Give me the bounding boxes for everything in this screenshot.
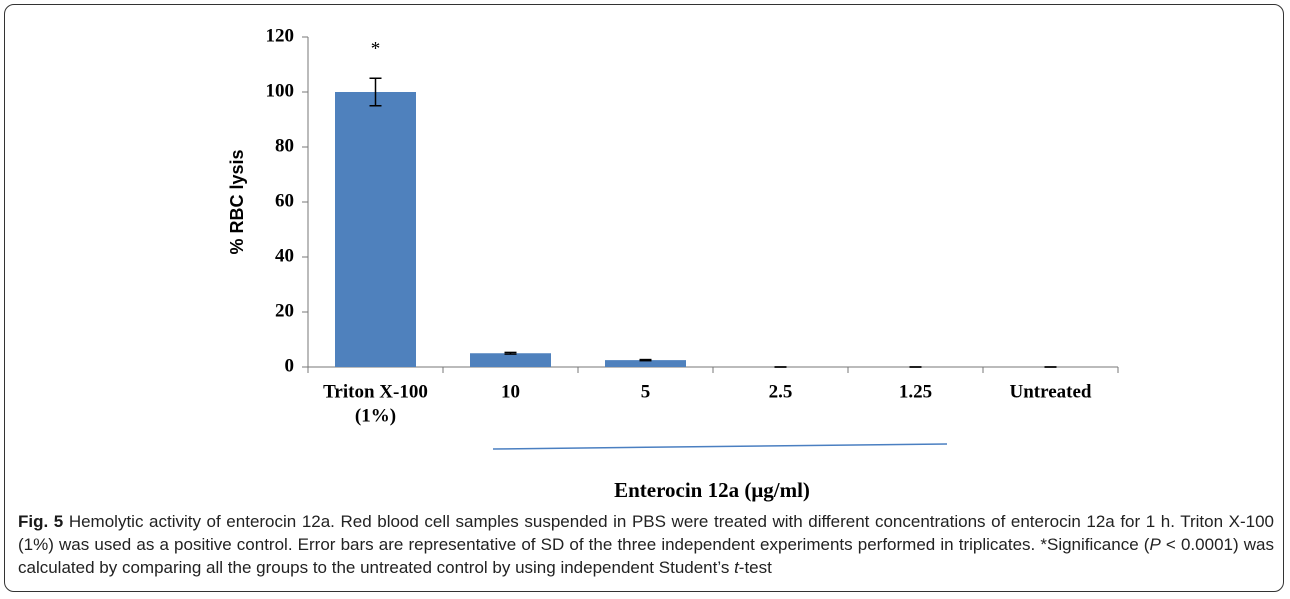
x-tick-label: 1.25 <box>899 381 932 402</box>
bracket-line <box>492 443 948 450</box>
bar <box>335 92 416 367</box>
annotation: * <box>371 39 381 60</box>
y-tick-label: 0 <box>285 355 295 376</box>
caption-text: Hemolytic activity of enterocin 12a. Red… <box>18 512 1274 554</box>
y-tick-label: 20 <box>275 300 294 321</box>
y-tick-label: 80 <box>275 135 294 156</box>
y-axis-label: % RBC lysis <box>227 149 247 254</box>
x-axis-label: Enterocin 12a (μg/ml) <box>614 478 810 502</box>
caption-label: Fig. 5 <box>18 512 64 531</box>
x-tick-label: 5 <box>641 381 651 402</box>
y-tick-label: 120 <box>266 25 295 46</box>
caption-text: t <box>734 558 739 577</box>
y-tick-label: 60 <box>275 190 294 211</box>
x-tick-label: (1%) <box>355 405 396 426</box>
x-tick-label: 10 <box>501 381 520 402</box>
bar <box>605 360 686 367</box>
chart: % RBC lysis Enterocin 12a (μg/ml) 0 20 40 6… <box>227 25 1119 502</box>
caption-text: < 0.0001) was calculated by comparing al… <box>18 535 1274 577</box>
x-tick-label: 2.5 <box>769 381 793 402</box>
caption-text: -test <box>738 558 772 577</box>
x-tick-label: Untreated <box>1010 381 1092 402</box>
bar <box>470 353 551 367</box>
caption-text: P <box>1149 535 1161 554</box>
caption: Fig. 5 Hemolytic activity of enterocin 1… <box>18 510 1274 579</box>
figure-frame <box>4 4 1284 592</box>
x-tick-label: Triton X-100 <box>323 381 428 402</box>
y-tick-label: 40 <box>275 245 294 266</box>
y-tick-label: 100 <box>266 80 295 101</box>
